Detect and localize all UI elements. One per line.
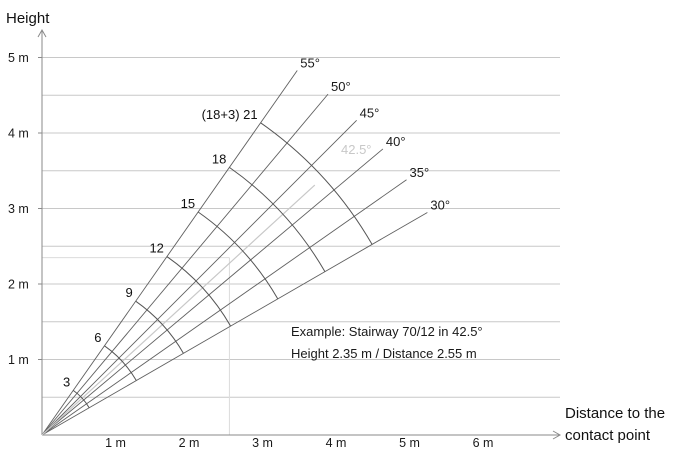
step-label: 15 [181, 196, 195, 211]
angle-ray [41, 93, 329, 436]
x-tick-label: 2 m [179, 436, 200, 450]
step-arc [229, 166, 326, 272]
y-tick-label: 1 m [8, 353, 29, 367]
angle-ray [41, 148, 384, 436]
step-label: (18+3) 21 [202, 107, 258, 122]
y-axis-title: Height [6, 10, 50, 27]
angle-label: 50° [331, 79, 351, 94]
x-tick-label: 4 m [326, 436, 347, 450]
angle-label: 35° [410, 165, 430, 180]
step-arc [104, 345, 137, 381]
angle-ray [41, 212, 428, 436]
x-tick-label: 6 m [473, 436, 494, 450]
highlight-angle-label: 42.5° [341, 142, 372, 157]
x-tick-label: 3 m [252, 436, 273, 450]
y-tick-label: 4 m [8, 127, 29, 141]
highlight-ray [41, 184, 316, 436]
x-axis-arrow [552, 430, 562, 440]
step-arc [135, 300, 184, 354]
step-label: 12 [149, 241, 163, 256]
example-line1: Example: Stairway 70/12 in 42.5° [291, 324, 483, 339]
angle-ray [41, 120, 357, 436]
angle-ray [41, 179, 407, 436]
angle-label: 40° [386, 134, 406, 149]
x-axis-title-line1: Distance to the [565, 405, 665, 422]
step-arc [72, 389, 90, 409]
angle-ray [41, 70, 298, 436]
angle-label: 45° [360, 105, 380, 120]
step-arc [197, 211, 279, 300]
y-tick-label: 2 m [8, 278, 29, 292]
x-axis-title-line2: contact point [565, 427, 651, 444]
y-axis-arrow [37, 28, 47, 38]
step-arc [166, 256, 232, 327]
step-label: 3 [63, 374, 70, 389]
step-arc [260, 122, 373, 245]
step-label: 9 [125, 285, 132, 300]
angle-label: 55° [300, 55, 320, 70]
step-label: 6 [94, 330, 101, 345]
x-tick-label: 1 m [105, 436, 126, 450]
example-line2: Height 2.35 m / Distance 2.55 m [291, 346, 477, 361]
y-tick-label: 5 m [8, 51, 29, 65]
x-tick-label: 5 m [399, 436, 420, 450]
angle-label: 30° [430, 198, 450, 213]
step-label: 18 [212, 151, 226, 166]
y-tick-label: 3 m [8, 202, 29, 216]
